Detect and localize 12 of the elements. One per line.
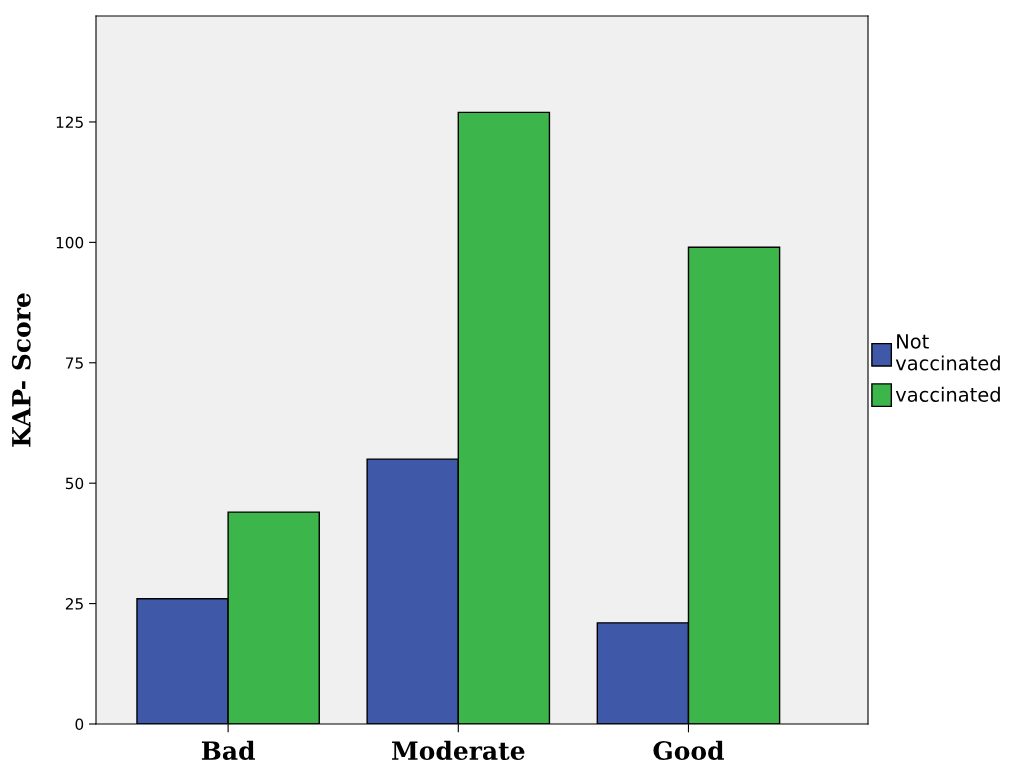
y-tick-label: 125 <box>56 116 83 128</box>
y-tick-label: 0 <box>75 718 84 731</box>
legend-label: vaccinated <box>895 386 1000 402</box>
y-tick-label: 25 <box>65 598 83 610</box>
y-axis-title: KAP- Score <box>11 293 31 447</box>
legend-label: Not vaccinated <box>895 334 1000 371</box>
y-tick-label: 100 <box>56 236 84 249</box>
x-tick-label: Good <box>653 740 724 761</box>
x-tick-label: Moderate <box>392 740 525 761</box>
x-tick-label: Bad <box>201 740 255 761</box>
y-tick-label: 75 <box>66 357 83 369</box>
y-tick-label: 50 <box>65 477 84 490</box>
